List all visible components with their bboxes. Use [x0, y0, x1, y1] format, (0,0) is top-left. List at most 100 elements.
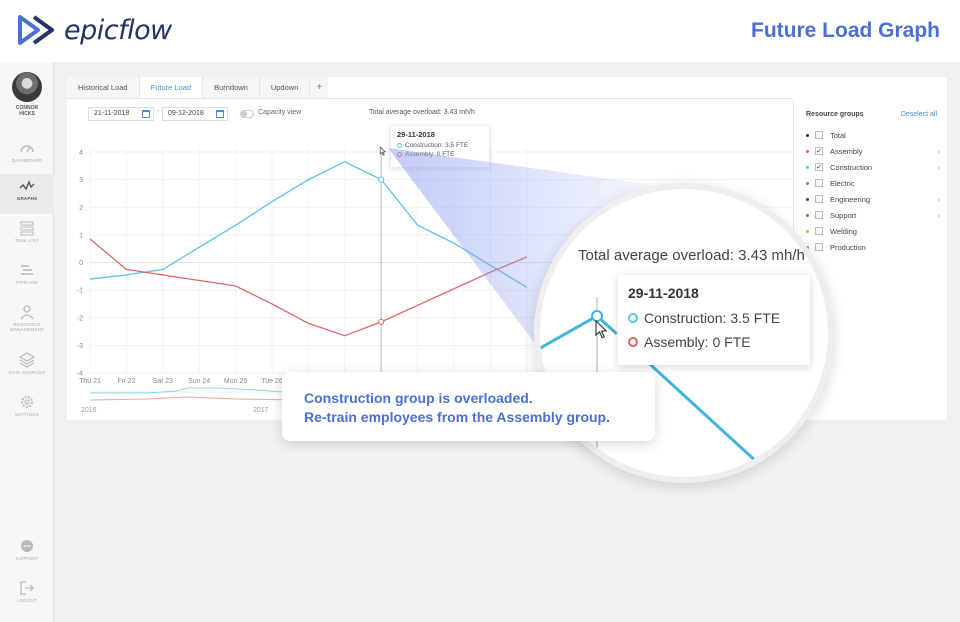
magnified-tooltip-construction: Construction: 3.5 FTE: [628, 310, 800, 326]
logo-text: epicflow: [64, 14, 172, 46]
deselect-all-link[interactable]: Deselect all: [900, 111, 937, 118]
group-color-dot-icon: [806, 149, 809, 153]
y-tick-label: 2: [79, 205, 83, 212]
gear-icon: [21, 396, 33, 408]
y-tick-label: 1: [79, 232, 83, 239]
graph-icon: [19, 180, 35, 191]
assembly-marker-icon: [628, 337, 638, 347]
sidebar-item-settings[interactable]: SETTINGS: [0, 390, 54, 430]
callout-line-2: Re-train employees from the Assembly gro…: [304, 409, 610, 425]
magnified-tooltip: 29-11-2018 Construction: 3.5 FTE Assembl…: [618, 275, 810, 365]
user-name: CONNOR HICKS: [15, 105, 39, 117]
group-color-dot-icon: [806, 229, 809, 233]
sidebar-item-dashboard[interactable]: DASHBOARD: [0, 136, 54, 176]
resource-group-support[interactable]: Support ›: [806, 209, 940, 221]
data-point: [378, 318, 385, 325]
chevron-right-icon[interactable]: ›: [937, 146, 940, 156]
y-tick-label: 0: [79, 260, 83, 267]
x-tick-label: Tue 26: [261, 378, 283, 385]
calendar-icon[interactable]: [142, 110, 150, 118]
capacity-view-toggle[interactable]: [240, 110, 254, 118]
total-average-overload: Total average overload: 3.43 mh/h: [369, 109, 475, 116]
resource-icon: [20, 305, 34, 320]
y-tick-label: 4: [79, 150, 83, 157]
y-tick-label: 3: [79, 177, 83, 184]
epicflow-logo[interactable]: epicflow: [18, 14, 172, 46]
group-label: Total: [830, 130, 846, 140]
group-checkbox[interactable]: [815, 179, 823, 187]
database-icon: [19, 352, 35, 368]
x-tick-label: Sun 24: [188, 378, 210, 385]
magnified-construction-line: [540, 314, 772, 476]
logout-icon: [20, 581, 34, 595]
magnified-tooltip-assembly: Assembly: 0 FTE: [628, 334, 800, 350]
sidebar-item-resource-management[interactable]: RESOURCE MANAGEMENT: [0, 300, 54, 340]
tab-historical-load[interactable]: Historical Load: [67, 77, 140, 98]
range-label: 2017: [253, 407, 269, 414]
y-tick-label: -4: [77, 371, 83, 378]
resource-group-engineering[interactable]: Engineering ›: [806, 193, 940, 205]
chevron-right-icon[interactable]: ›: [937, 162, 940, 172]
callout-tail: [560, 352, 582, 374]
group-color-dot-icon: [806, 133, 809, 137]
group-checkbox[interactable]: ✓: [815, 147, 823, 155]
chevron-right-icon[interactable]: ›: [937, 194, 940, 204]
avatar[interactable]: [12, 72, 42, 102]
resource-groups-title: Resource groups: [806, 111, 864, 118]
resource-group-welding[interactable]: Welding: [806, 225, 940, 237]
group-checkbox[interactable]: [815, 243, 823, 251]
sidebar-item-data-sources[interactable]: DATA SOURCES: [0, 348, 54, 388]
pointer-cursor-icon: [379, 146, 387, 156]
tooltip-construction: Construction: 3.5 FTE: [397, 142, 483, 149]
tab-burndown[interactable]: Burndown: [203, 77, 260, 98]
group-color-dot-icon: [806, 181, 809, 185]
header: epicflow Future Load Graph: [0, 0, 960, 62]
date-to-field[interactable]: 09-12-2018: [162, 107, 228, 121]
resource-group-electric[interactable]: Electric: [806, 177, 940, 189]
task-list-icon: [20, 221, 34, 236]
group-checkbox[interactable]: ✓: [815, 163, 823, 171]
magnified-average-overload: Total average overload: 3.43 mh/h: [578, 247, 805, 264]
group-checkbox[interactable]: [815, 227, 823, 235]
y-tick-label: -2: [77, 315, 83, 322]
date-from-field[interactable]: 21-11-2018: [88, 107, 154, 121]
x-tick-label: Fri 22: [117, 378, 135, 385]
group-color-dot-icon: [806, 165, 809, 169]
sidebar-item-pipeline[interactable]: PIPELINE: [0, 258, 54, 298]
group-color-dot-icon: [806, 197, 809, 201]
sidebar-item-graphs[interactable]: GRAPHS: [0, 174, 54, 214]
date-separator: -: [157, 108, 160, 115]
sidebar-item-task-list[interactable]: TASK LIST: [0, 216, 54, 256]
sidebar-item-logout[interactable]: LOGOUT: [0, 576, 54, 616]
tab-bar: Historical Load Future Load Burndown Upd…: [67, 77, 793, 99]
group-checkbox[interactable]: [815, 211, 823, 219]
magnified-tooltip-date: 29-11-2018: [628, 285, 699, 301]
chat-icon: [21, 540, 33, 552]
calendar-icon[interactable]: [216, 110, 224, 118]
sidebar-item-support[interactable]: SUPPORT: [0, 534, 54, 574]
group-checkbox[interactable]: [815, 131, 823, 139]
group-label: Production: [830, 242, 866, 252]
sidebar: CONNOR HICKS DASHBOARD GRAPHS TASK LIST …: [0, 62, 54, 622]
resource-group-construction[interactable]: ✓ Construction ›: [806, 161, 940, 173]
x-tick-label: Thu 21: [79, 378, 101, 385]
tab-future-load[interactable]: Future Load: [139, 77, 204, 98]
x-tick-label: Sat 23: [153, 378, 173, 385]
group-label: Construction: [830, 162, 873, 172]
tab-updown[interactable]: Updown: [259, 77, 311, 98]
pointer-cursor-icon: [595, 319, 608, 339]
resource-group-total[interactable]: Total: [806, 129, 940, 141]
tooltip-date: 29-11-2018: [397, 130, 435, 139]
group-checkbox[interactable]: [815, 195, 823, 203]
construction-marker-icon: [628, 313, 638, 323]
resource-group-assembly[interactable]: ✓ Assembly ›: [806, 145, 940, 157]
callout-line-1: Construction group is overloaded.: [304, 390, 533, 406]
epicflow-logo-icon: [18, 15, 54, 45]
add-tab-button[interactable]: +: [310, 77, 329, 98]
chevron-right-icon[interactable]: ›: [937, 210, 940, 220]
capacity-view-label: Capacity view: [258, 109, 302, 116]
group-color-dot-icon: [806, 213, 809, 217]
gauge-icon: [20, 145, 34, 153]
group-label: Welding: [830, 226, 857, 236]
